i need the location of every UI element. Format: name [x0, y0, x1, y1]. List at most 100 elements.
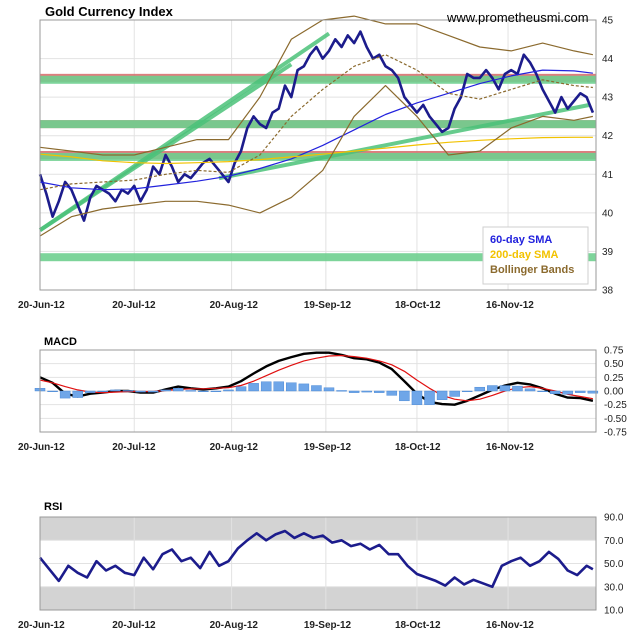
histogram-bar	[198, 390, 209, 393]
histogram-bar	[424, 390, 435, 405]
histogram-bar	[474, 386, 485, 392]
histogram-bar	[160, 389, 171, 392]
60-day-sma-line	[39, 69, 593, 191]
y-tick-label: 30.0	[604, 582, 624, 593]
y-tick-label: 0.75	[604, 346, 624, 357]
histogram-bar	[562, 390, 573, 395]
y-tick-label: 0.25	[604, 373, 624, 384]
histogram-bar	[361, 390, 372, 393]
x-tick-label: 16-Nov-12	[486, 300, 534, 311]
x-tick-label: 20-Aug-12	[210, 620, 259, 631]
x-tick-label: 20-Aug-12	[210, 442, 259, 453]
histogram-bar	[286, 382, 297, 392]
histogram-bar	[499, 385, 511, 392]
support-level-band	[40, 75, 596, 84]
histogram-bar	[135, 390, 146, 393]
legend-entry: 200-day SMA	[490, 249, 559, 261]
plot-frame	[39, 19, 597, 291]
x-tick-label: 18-Oct-12	[395, 300, 441, 311]
histogram-bar	[487, 385, 498, 392]
y-tick-label: 44	[602, 54, 614, 65]
bollinger-bands-line	[39, 84, 594, 237]
x-tick-label: 19-Sep-12	[304, 620, 352, 631]
histogram-bar	[537, 390, 548, 393]
legend: 60-day SMA 200-day SMA Bollinger Bands	[482, 226, 589, 285]
histogram-bar	[436, 390, 448, 400]
histogram-bar	[587, 390, 599, 394]
bollinger-bands-line	[39, 15, 594, 156]
y-tick-label: 50.0	[604, 559, 624, 570]
trendline	[218, 102, 591, 181]
panel-macd: 0.75 0.50 0.25 0.00 -0.25 -0.50 -0.75 20-Jun-12…	[18, 346, 627, 454]
y-tick-label: 90.0	[604, 513, 624, 524]
histogram-bar	[348, 390, 360, 393]
y-tick-label: 42	[602, 131, 614, 142]
y-tick-label: 0.50	[604, 359, 624, 370]
series-line	[39, 54, 593, 191]
histogram-bar	[386, 390, 398, 396]
histogram-bar	[411, 390, 423, 405]
histogram-bar	[449, 390, 460, 397]
histogram-bar	[72, 390, 83, 398]
histogram-bar	[85, 390, 96, 393]
y-tick-label: -0.75	[604, 428, 627, 439]
chart-title: Gold Currency Index	[45, 4, 174, 19]
histogram-bar	[172, 388, 184, 392]
histogram-bar	[524, 388, 536, 392]
y-tick-label: 39	[602, 247, 614, 258]
legend-entry: Bollinger Bands	[490, 264, 574, 276]
y-tick-label: 40	[602, 208, 614, 219]
x-tick-label: 20-Jun-12	[18, 620, 65, 631]
legend-box	[482, 226, 589, 285]
x-tick-label: 20-Jun-12	[18, 442, 65, 453]
x-tick-label: 19-Sep-12	[304, 442, 352, 453]
histogram-bar	[260, 381, 272, 392]
series-line	[39, 354, 594, 402]
x-tick-label: 19-Sep-12	[304, 300, 352, 311]
200-day-sma-line	[39, 136, 593, 165]
histogram-bar	[122, 390, 134, 392]
x-tick-label: 20-Jul-12	[112, 620, 156, 631]
plot-frame	[39, 516, 597, 611]
histogram-bar	[223, 389, 234, 392]
y-tick-label: -0.50	[604, 414, 627, 425]
series-line	[38, 529, 594, 589]
macd-title: MACD	[44, 336, 77, 348]
x-tick-label: 20-Aug-12	[210, 300, 259, 311]
histogram-bar	[298, 383, 310, 392]
plot-frame	[39, 349, 597, 433]
histogram-bar	[323, 387, 335, 392]
histogram-bar	[399, 390, 410, 402]
panel-gold-currency-index: 38 39 40 41 42 43 44 45 20-Jun-12 20-Jul-12 20-Aug…	[18, 16, 614, 312]
y-tick-label: 70.0	[604, 536, 624, 547]
histogram-bar	[235, 386, 247, 392]
histogram-bar	[374, 390, 385, 393]
histogram-bar	[273, 381, 284, 392]
series-line	[39, 351, 594, 406]
support-level-band	[40, 253, 596, 262]
rsi-title: RSI	[44, 501, 62, 513]
rsi-band-0	[40, 517, 596, 541]
x-tick-label: 20-Jul-12	[112, 442, 156, 453]
y-tick-label: -0.25	[604, 400, 627, 411]
histogram-bar	[549, 390, 561, 394]
x-tick-label: 16-Nov-12	[486, 442, 534, 453]
histogram-bar	[461, 390, 473, 393]
histogram-bar	[311, 385, 322, 392]
y-tick-label: 45	[602, 16, 614, 27]
x-tick-label: 18-Oct-12	[395, 442, 441, 453]
x-tick-label: 16-Nov-12	[486, 620, 534, 631]
y-tick-label: 43	[602, 93, 614, 104]
histogram-bar	[512, 385, 523, 392]
y-tick-label: 41	[602, 170, 614, 181]
rsi-band-1	[40, 586, 596, 610]
support-level-band	[40, 120, 596, 129]
legend-entry: 60-day SMA	[490, 234, 552, 246]
x-tick-label: 20-Jun-12	[18, 300, 65, 311]
histogram-bar	[147, 390, 159, 393]
y-tick-label: 10.0	[604, 606, 624, 617]
y-tick-label: 38	[602, 286, 614, 297]
histogram-bar	[97, 390, 109, 393]
site-url: www.prometheusmi.com	[446, 10, 589, 25]
